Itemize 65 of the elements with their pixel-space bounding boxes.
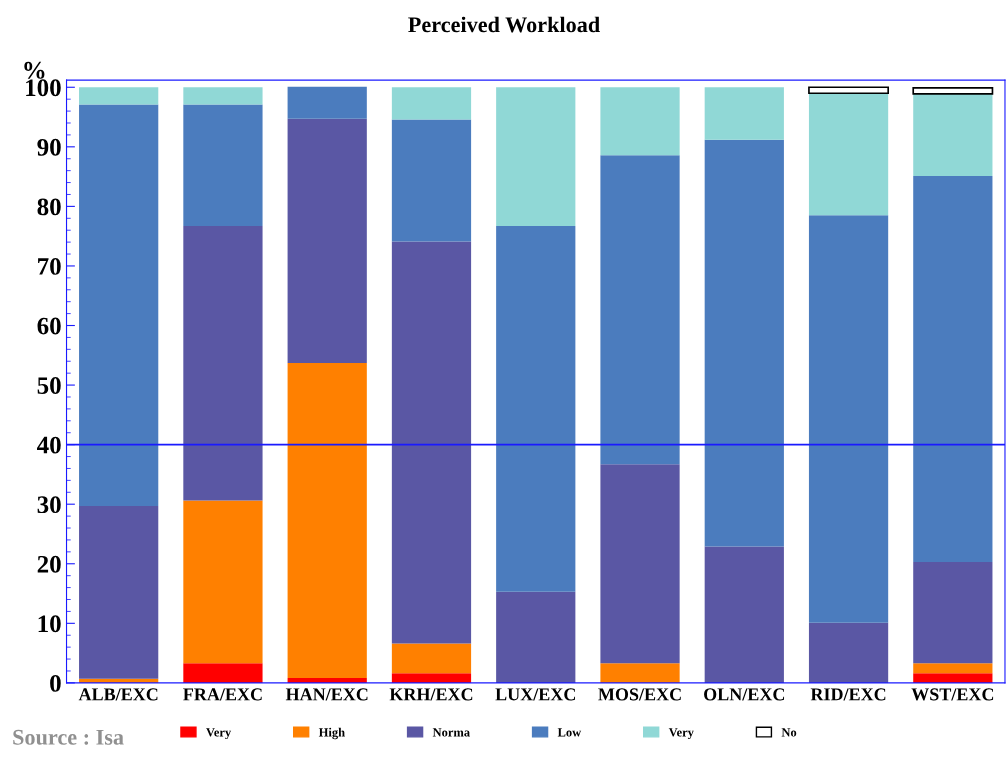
bar (913, 93, 993, 177)
bar (600, 663, 680, 683)
bar (183, 104, 263, 227)
bar (600, 155, 680, 465)
y-tick-label: 90 (37, 138, 61, 156)
bar (183, 226, 263, 501)
x-tick-label: WST/EXC (911, 688, 994, 701)
bar (496, 87, 576, 227)
bar (913, 673, 993, 683)
bar (287, 363, 367, 679)
bar (287, 86, 367, 119)
x-tick-label: KRH/EXC (389, 688, 473, 701)
bar (600, 464, 680, 664)
legend-label: No (781, 728, 797, 737)
y-tick-label: 100 (26, 79, 61, 97)
legend-label: Norma (432, 728, 470, 737)
bar (391, 87, 472, 120)
legend-label: High (318, 727, 345, 740)
bar (496, 591, 576, 683)
bar (391, 241, 472, 644)
bar (913, 663, 993, 674)
bar (391, 673, 472, 683)
legend-label: Very (206, 728, 232, 740)
x-tick-label: HAN/EXC (285, 688, 368, 701)
bar (808, 215, 889, 623)
bar (79, 505, 159, 679)
bar (704, 139, 784, 547)
x-tick-label: FRA/EXC (183, 688, 262, 701)
x-tick-label: LUX/EXC (495, 688, 575, 701)
y-tick-label: 60 (37, 317, 61, 335)
y-tick-label: 80 (37, 198, 61, 216)
bar (913, 176, 993, 562)
bar (79, 87, 159, 105)
bar (913, 561, 993, 664)
bar (287, 118, 367, 364)
x-tick-label: RID/EXC (810, 688, 886, 701)
x-tick-label: OLN/EXC (704, 688, 785, 701)
y-axis-title: % (24, 61, 45, 79)
x-tick-label: ALB/EXC (78, 688, 158, 701)
bar (183, 87, 263, 105)
bar (704, 87, 784, 140)
bar (600, 87, 680, 156)
y-tick-label: 40 (37, 436, 61, 454)
bar (183, 663, 263, 683)
source-note: Source : Isa (13, 729, 124, 745)
chart-title: Perceived Workload (408, 16, 600, 33)
legend-label: Low (557, 728, 582, 737)
bar (912, 87, 994, 95)
legend-label: Very (668, 728, 694, 740)
bar (496, 226, 576, 592)
bar (391, 119, 472, 242)
bar (808, 86, 890, 95)
y-tick-label: 70 (38, 258, 61, 275)
bar (79, 104, 159, 506)
bar (391, 643, 472, 674)
bar (183, 500, 263, 664)
bar (704, 546, 784, 683)
y-tick-label: 20 (37, 555, 61, 573)
bar (808, 622, 889, 683)
y-tick-label: 0 (50, 674, 61, 692)
y-tick-label: 10 (38, 615, 61, 633)
x-tick-label: MOS/EXC (598, 688, 681, 701)
bar (808, 93, 889, 216)
y-tick-label: 50 (37, 377, 61, 394)
y-tick-label: 30 (37, 496, 61, 514)
